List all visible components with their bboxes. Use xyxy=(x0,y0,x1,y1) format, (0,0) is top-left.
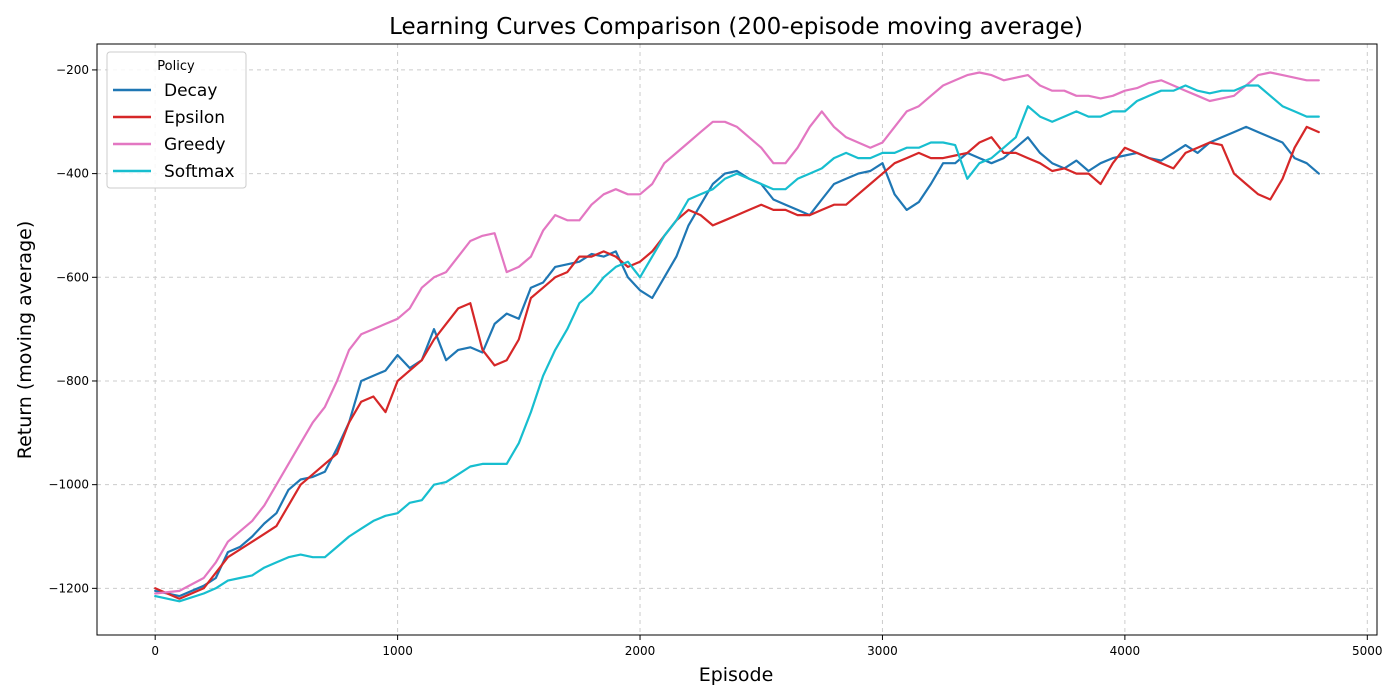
legend-title: Policy xyxy=(157,59,195,74)
series-group xyxy=(154,71,1320,603)
legend-label-epsilon: Epsilon xyxy=(164,108,225,128)
ticks: 0 1000 2000 3000 4000 5000 −1200 −1000 −800 −600 −… xyxy=(48,63,1382,658)
y-axis-label: Return (moving average) xyxy=(14,221,36,460)
series-line-epsilon xyxy=(154,125,1320,600)
x-tick-label: 3000 xyxy=(867,644,898,658)
x-tick-label: 0 xyxy=(151,644,159,658)
x-tick-label: 2000 xyxy=(625,644,656,658)
x-tick-label: 5000 xyxy=(1352,644,1383,658)
plot-frame xyxy=(96,43,1378,636)
legend-label-decay: Decay xyxy=(164,81,217,101)
legend-box xyxy=(106,51,247,189)
y-tick-label: −1200 xyxy=(48,581,89,595)
series-line-greedy xyxy=(154,71,1320,595)
y-tick-label: −400 xyxy=(56,167,89,181)
y-tick-label: −1000 xyxy=(48,478,89,492)
y-tick-label: −800 xyxy=(56,374,89,388)
chart-title: Learning Curves Comparison (200-episode … xyxy=(389,14,1083,40)
legend: Policy Decay Epsilon Greedy Softmax xyxy=(106,51,247,189)
y-tick-label: −600 xyxy=(56,270,89,284)
legend-items: Decay Epsilon Greedy Softmax xyxy=(113,81,235,182)
x-tick-label: 4000 xyxy=(1110,644,1141,658)
y-tick-label: −200 xyxy=(56,63,89,77)
legend-label-softmax: Softmax xyxy=(164,162,235,182)
series-line-softmax xyxy=(154,84,1320,603)
legend-label-greedy: Greedy xyxy=(164,135,226,155)
x-axis-label: Episode xyxy=(699,664,774,686)
x-tick-label: 1000 xyxy=(382,644,413,658)
